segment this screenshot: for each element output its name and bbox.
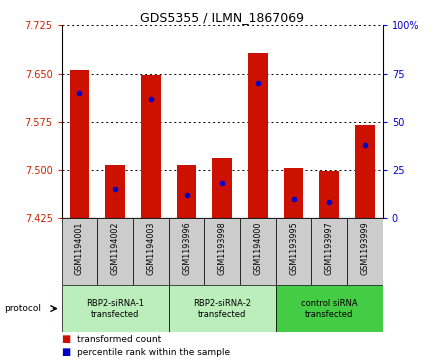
Point	[219, 180, 226, 186]
Bar	[248, 53, 268, 218]
Bar	[62, 218, 97, 285]
Text: transformed count: transformed count	[77, 335, 161, 344]
Point	[361, 142, 368, 148]
Text: control siRNA
transfected: control siRNA transfected	[301, 298, 358, 319]
Text: ■: ■	[62, 334, 71, 344]
Bar	[141, 75, 161, 218]
Text: GSM1194003: GSM1194003	[147, 221, 155, 274]
Text: GSM1193996: GSM1193996	[182, 221, 191, 275]
Bar	[355, 125, 375, 218]
Bar	[276, 218, 312, 285]
Bar	[62, 285, 169, 332]
Text: GSM1194001: GSM1194001	[75, 221, 84, 274]
Point	[183, 192, 190, 197]
Text: percentile rank within the sample: percentile rank within the sample	[77, 348, 230, 356]
Bar	[105, 164, 125, 218]
Text: GSM1194002: GSM1194002	[110, 221, 120, 275]
Text: RBP2-siRNA-1
transfected: RBP2-siRNA-1 transfected	[86, 298, 144, 319]
Text: GSM1193998: GSM1193998	[218, 221, 227, 275]
Point	[76, 90, 83, 96]
Point	[254, 80, 261, 86]
Bar	[177, 164, 196, 218]
Text: protocol: protocol	[4, 304, 41, 313]
Point	[290, 196, 297, 201]
Bar	[97, 218, 133, 285]
Text: GSM1193999: GSM1193999	[360, 221, 370, 275]
Text: GSM1193995: GSM1193995	[289, 221, 298, 275]
Bar	[240, 218, 276, 285]
Bar	[133, 218, 169, 285]
Bar	[169, 218, 204, 285]
Text: GSM1194000: GSM1194000	[253, 221, 262, 274]
Text: ■: ■	[62, 347, 71, 357]
Bar	[284, 168, 304, 218]
Bar	[213, 158, 232, 218]
Point	[112, 186, 119, 192]
Point	[326, 200, 333, 205]
Bar	[319, 171, 339, 218]
Bar	[70, 70, 89, 218]
Point	[147, 95, 154, 101]
Text: GSM1193997: GSM1193997	[325, 221, 334, 275]
Bar	[169, 285, 276, 332]
Title: GDS5355 / ILMN_1867069: GDS5355 / ILMN_1867069	[140, 11, 304, 24]
Bar	[276, 285, 383, 332]
Text: RBP2-siRNA-2
transfected: RBP2-siRNA-2 transfected	[193, 298, 251, 319]
Bar	[204, 218, 240, 285]
Bar	[312, 218, 347, 285]
Bar	[347, 218, 383, 285]
